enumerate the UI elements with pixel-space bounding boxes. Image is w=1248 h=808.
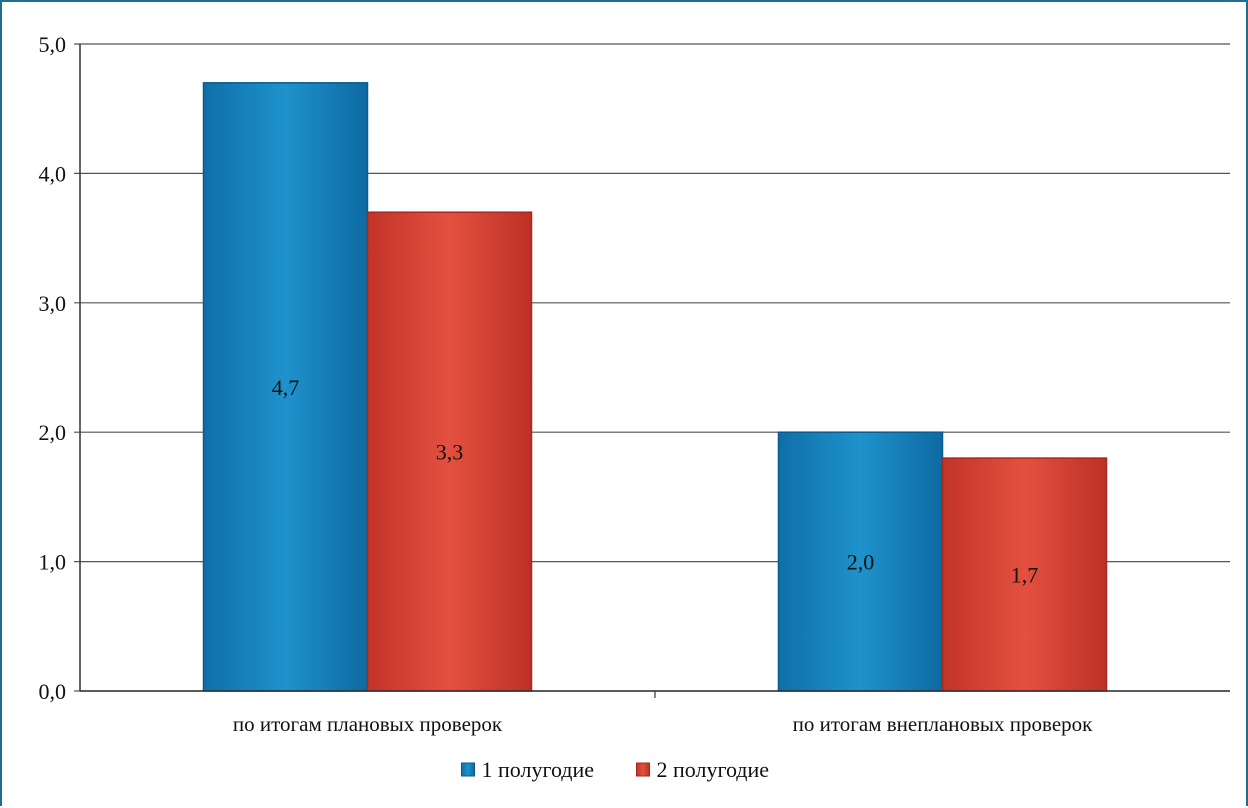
- bar: [366, 211, 533, 692]
- data-label: 2,0: [847, 550, 875, 575]
- legend-swatch: [461, 762, 475, 777]
- x-category-label: по итогам внеплановых проверок: [793, 712, 1093, 736]
- bar: [202, 82, 369, 692]
- y-tick-label: 4,0: [39, 161, 67, 186]
- y-tick-label: 1,0: [39, 550, 67, 575]
- bar: [941, 457, 1108, 692]
- data-label: 1,7: [1011, 563, 1039, 588]
- data-label: 3,3: [436, 440, 464, 465]
- y-tick-label: 0,0: [39, 679, 67, 704]
- y-tick-label: 2,0: [39, 420, 67, 445]
- data-label: 4,7: [272, 375, 300, 400]
- x-axis: по итогам плановых проверок по итогам вне…: [80, 690, 1230, 736]
- bar: [777, 431, 944, 692]
- legend-label: 1 полугодие: [482, 757, 595, 782]
- y-axis: 0,0 1,0 2,0 3,0 4,0 5,0: [39, 32, 81, 704]
- bars: 4,7 3,3 2,0 1,7: [202, 82, 1108, 692]
- legend: 1 полугодие 2 полугодие: [461, 757, 770, 782]
- legend-swatch: [636, 762, 650, 777]
- y-tick-label: 3,0: [39, 291, 67, 316]
- y-tick-label: 5,0: [39, 32, 67, 57]
- legend-label: 2 полугодие: [657, 757, 770, 782]
- x-category-label: по итогам плановых проверок: [233, 712, 503, 736]
